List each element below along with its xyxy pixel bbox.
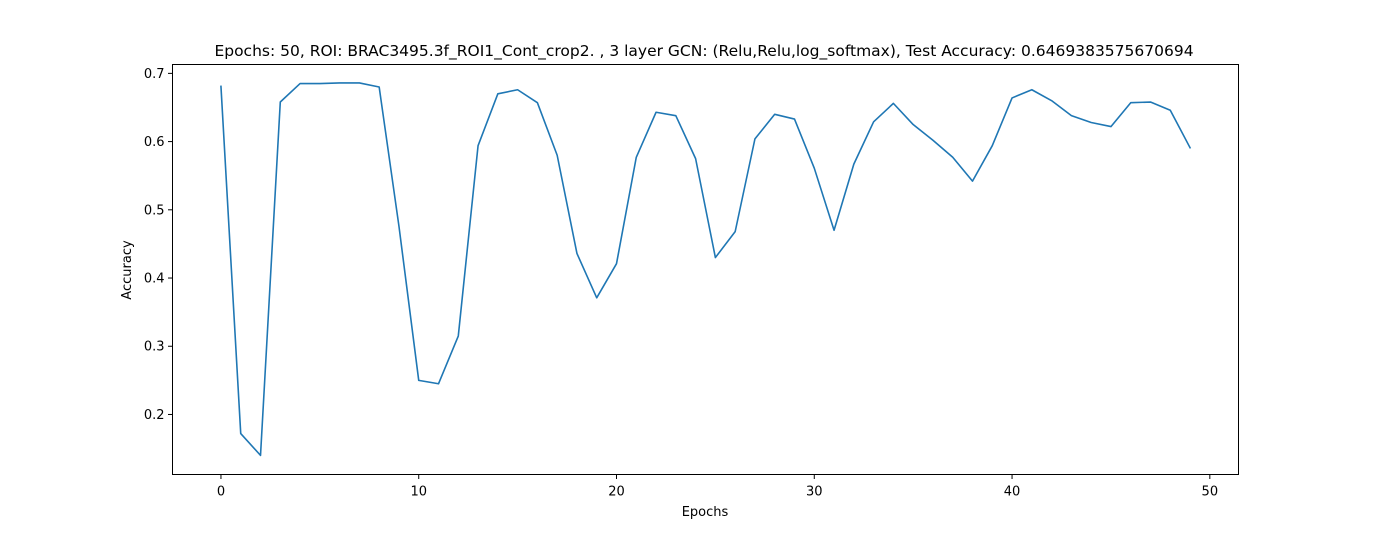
y-tick-label: 0.2 [144,408,165,423]
x-tick-label: 20 [608,485,625,500]
x-axis-label: Epochs [682,505,729,520]
y-tick-label: 0.3 [144,340,165,355]
y-tick-label: 0.6 [144,135,165,150]
x-tick-label: 50 [1202,485,1219,500]
x-tick-label: 30 [806,485,823,500]
y-axis-label: Accuracy [120,240,135,300]
chart-title: Epochs: 50, ROI: BRAC3495.3f_ROI1_Cont_c… [214,42,1193,61]
x-tick-label: 10 [410,485,427,500]
x-tick-label: 0 [217,485,225,500]
x-tick-label: 40 [1004,485,1021,500]
y-tick-label: 0.4 [144,272,165,287]
plot-area-frame [172,64,1239,475]
x-axis-ticks: 0 10 20 30 40 50 [217,474,1219,500]
accuracy-series-line [220,82,1192,457]
y-tick-label: 0.5 [144,203,165,218]
y-tick-label: 0.7 [144,67,165,82]
y-axis-ticks: 0.2 0.3 0.4 0.5 0.6 0.7 [144,67,173,423]
